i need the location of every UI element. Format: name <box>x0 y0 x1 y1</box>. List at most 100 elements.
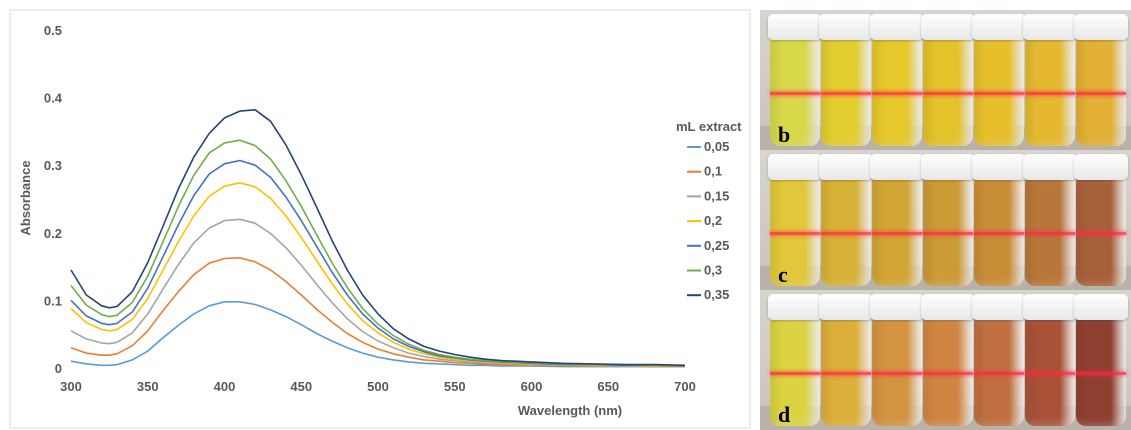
vial <box>1023 14 1077 146</box>
vial <box>768 154 822 286</box>
vial-cap <box>921 154 975 180</box>
panel-label: c <box>778 262 788 287</box>
vial <box>921 14 975 146</box>
vial-cap <box>1074 294 1128 320</box>
laser-beam <box>1076 92 1126 95</box>
y-tick-label: 0.3 <box>44 158 62 173</box>
legend-label: 0,25 <box>704 238 729 253</box>
x-tick-label: 400 <box>214 379 236 394</box>
vial-cap <box>768 154 822 180</box>
series-line-0-25 <box>70 159 686 367</box>
laser-beam <box>1025 92 1075 95</box>
x-axis-title: Wavelength (nm) <box>518 403 622 418</box>
absorbance-chart: 0 0.1 0.2 0.3 0.4 0.5 300 350 400 450 500 550 600 65… <box>9 9 751 429</box>
y-tick-label: 0.5 <box>44 23 62 38</box>
vial-cap <box>768 14 822 40</box>
panel-label: d <box>778 402 791 427</box>
legend-title: mL extract <box>676 119 742 134</box>
vial-cap <box>1023 294 1077 320</box>
x-tick-label: 700 <box>674 379 696 394</box>
x-tick-label: 500 <box>367 379 389 394</box>
vial <box>819 294 873 426</box>
vial <box>1074 14 1128 146</box>
vial <box>768 294 822 426</box>
legend-label: 0,2 <box>704 213 722 228</box>
vial <box>921 294 975 426</box>
legend-label: 0,15 <box>704 188 729 203</box>
laser-beam <box>923 372 973 375</box>
series-line-0-1 <box>70 256 685 368</box>
vial-photo-d: d <box>760 290 1131 430</box>
x-tick-label: 550 <box>444 379 466 394</box>
vial <box>1074 294 1128 426</box>
laser-beam <box>770 92 820 95</box>
vial-cap <box>972 294 1026 320</box>
y-tick-labels: 0 0.1 0.2 0.3 0.4 0.5 <box>44 23 63 376</box>
vial <box>1023 294 1077 426</box>
vial <box>1023 154 1077 286</box>
laser-beam <box>872 372 922 375</box>
vial-cap <box>972 154 1026 180</box>
vial-cap <box>972 14 1026 40</box>
vial-cap <box>819 154 873 180</box>
vial-photo-c: c <box>760 150 1131 290</box>
laser-beam <box>1025 232 1075 235</box>
legend-label: 0,3 <box>704 263 722 278</box>
chart-border <box>9 9 751 429</box>
y-tick-label: 0.4 <box>44 91 63 106</box>
y-tick-label: 0.1 <box>44 293 62 308</box>
vial <box>972 294 1026 426</box>
series-line-0-3 <box>70 139 685 367</box>
vial-cap <box>819 14 873 40</box>
laser-beam <box>872 232 922 235</box>
x-tick-labels: 300 350 400 450 500 550 600 650 700 <box>60 379 696 394</box>
vial <box>921 154 975 286</box>
laser-beam <box>1025 372 1075 375</box>
vial-cap <box>1074 154 1128 180</box>
laser-beam <box>770 372 820 375</box>
vial-photo-panel: b c d <box>760 10 1131 430</box>
vial <box>870 154 924 286</box>
y-axis-title: Absorbance <box>18 160 33 235</box>
vial-photo-b: b <box>760 10 1131 150</box>
laser-beam <box>1076 232 1126 235</box>
vial <box>819 154 873 286</box>
laser-beam <box>821 92 871 95</box>
vial-cap <box>921 294 975 320</box>
legend-label: 0,1 <box>704 164 722 179</box>
vial-cap <box>921 14 975 40</box>
chart-svg: 0 0.1 0.2 0.3 0.4 0.5 300 350 400 450 500 550 600 65… <box>9 9 751 429</box>
laser-beam <box>872 92 922 95</box>
vial <box>870 294 924 426</box>
vial-cap <box>870 154 924 180</box>
vial-cap <box>1023 154 1077 180</box>
laser-beam <box>974 372 1024 375</box>
vial <box>819 14 873 146</box>
vial <box>972 154 1026 286</box>
vial-cap <box>1074 14 1128 40</box>
vial-cap <box>819 294 873 320</box>
x-tick-label: 300 <box>60 379 82 394</box>
laser-beam <box>974 232 1024 235</box>
series-line-0-35 <box>70 109 686 367</box>
panel-label: b <box>778 122 791 147</box>
vial-cap <box>768 294 822 320</box>
laser-beam <box>974 92 1024 95</box>
series-lines <box>70 109 686 368</box>
vial-cap <box>870 294 924 320</box>
x-tick-label: 450 <box>290 379 312 394</box>
y-tick-label: 0.2 <box>44 226 62 241</box>
vial <box>972 14 1026 146</box>
vial <box>870 14 924 146</box>
x-tick-label: 350 <box>137 379 159 394</box>
vial-cap <box>1023 14 1077 40</box>
legend: mL extract 0,05 0,1 0,15 0,2 0,25 0,3 0,35 <box>676 119 742 302</box>
laser-beam <box>923 232 973 235</box>
laser-beam <box>821 372 871 375</box>
laser-beam <box>923 92 973 95</box>
laser-beam <box>1076 372 1126 375</box>
vial-cap <box>870 14 924 40</box>
laser-beam <box>770 232 820 235</box>
legend-label: 0,35 <box>704 287 729 302</box>
laser-beam <box>821 232 871 235</box>
